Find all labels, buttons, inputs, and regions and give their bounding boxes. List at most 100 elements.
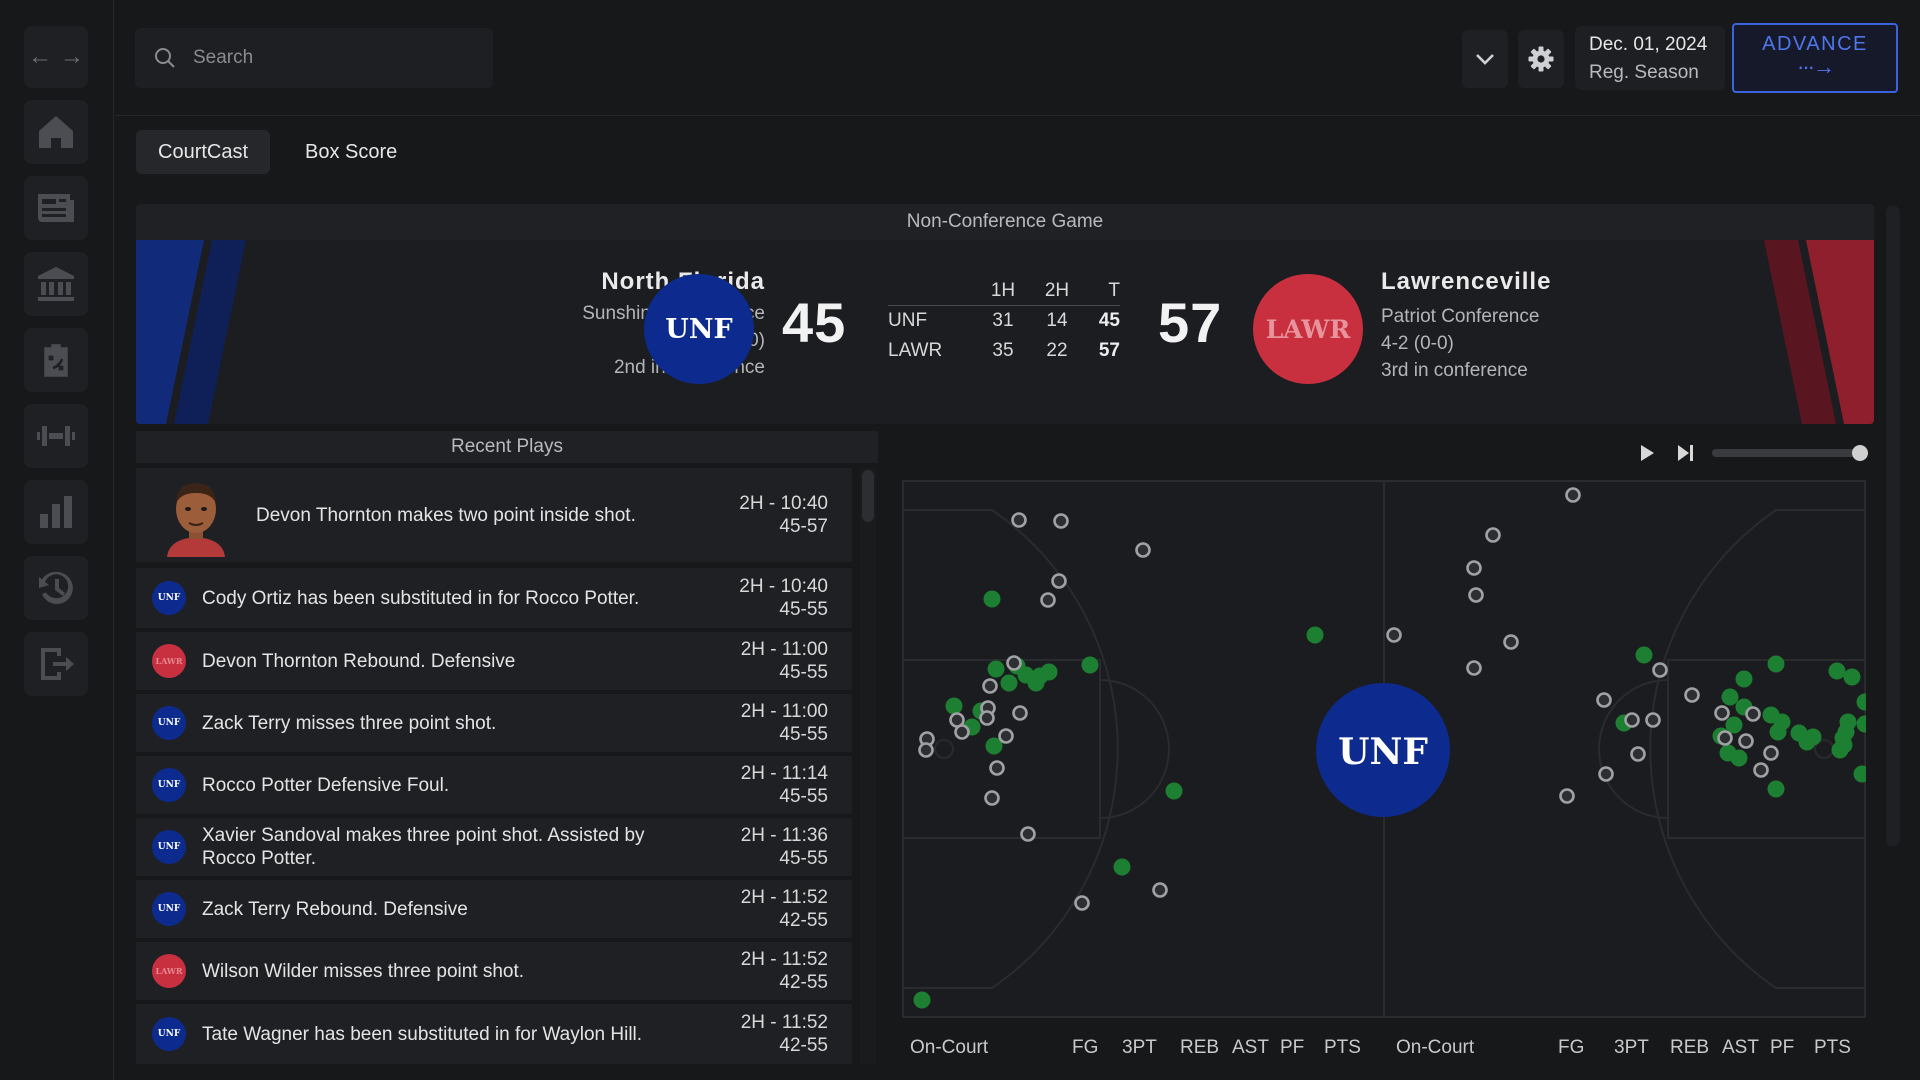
made-shot-marker[interactable] [1767, 780, 1785, 798]
made-shot-marker[interactable] [1165, 782, 1183, 800]
sidebar-playbook[interactable] [24, 328, 88, 392]
play-row[interactable]: Devon Thornton makes two point inside sh… [136, 468, 852, 562]
advance-button[interactable]: ADVANCE ···→ [1732, 23, 1898, 93]
made-shot-marker[interactable] [1839, 713, 1857, 731]
missed-shot-marker[interactable] [1011, 512, 1027, 528]
made-shot-marker[interactable] [1306, 626, 1324, 644]
missed-shot-marker[interactable] [979, 710, 995, 726]
play-row[interactable]: UNF Tate Wagner has been substituted in f… [136, 1004, 852, 1064]
missed-shot-marker[interactable] [1596, 692, 1612, 708]
made-shot-marker[interactable] [1828, 662, 1846, 680]
made-shot-marker[interactable] [1853, 765, 1867, 783]
search-box[interactable] [135, 28, 493, 88]
sidebar-history[interactable] [24, 556, 88, 620]
search-input[interactable] [193, 47, 453, 69]
made-shot-marker[interactable] [1767, 655, 1785, 673]
missed-shot-marker[interactable] [1738, 733, 1754, 749]
play-row[interactable]: UNF Zack Terry Rebound. Defensive 2H - 11:… [136, 880, 852, 938]
made-shot-marker[interactable] [1730, 749, 1748, 767]
playback-knob[interactable] [1852, 445, 1868, 461]
sidebar-training[interactable] [24, 404, 88, 468]
plays-scroll-thumb[interactable] [862, 470, 874, 522]
made-shot-marker[interactable] [1856, 715, 1867, 733]
tab-box-score[interactable]: Box Score [305, 140, 398, 163]
sidebar-home[interactable] [24, 100, 88, 164]
missed-shot-marker[interactable] [954, 724, 970, 740]
play-row[interactable]: LAWR Devon Thornton Rebound. Defensive 2H … [136, 632, 852, 690]
missed-shot-marker[interactable] [1753, 762, 1769, 778]
missed-shot-marker[interactable] [918, 742, 934, 758]
missed-shot-marker[interactable] [1503, 634, 1519, 650]
playback-slider[interactable] [1712, 445, 1868, 461]
tab-courtcast[interactable]: CourtCast [136, 130, 271, 174]
sidebar-news[interactable] [24, 176, 88, 240]
made-shot-marker[interactable] [1769, 723, 1787, 741]
play-row[interactable]: UNF Zack Terry misses three point shot. 2H… [136, 694, 852, 752]
play-row[interactable]: LAWR Wilson Wilder misses three point sho… [136, 942, 852, 1000]
dropdown-button[interactable] [1462, 30, 1508, 88]
missed-shot-marker[interactable] [1468, 587, 1484, 603]
missed-shot-marker[interactable] [1051, 573, 1067, 589]
made-shot-marker[interactable] [1635, 646, 1653, 664]
missed-shot-marker[interactable] [1763, 745, 1779, 761]
made-shot-marker[interactable] [913, 991, 931, 1009]
missed-shot-marker[interactable] [1684, 687, 1700, 703]
sidebar-stats[interactable] [24, 480, 88, 544]
made-shot-marker[interactable] [945, 697, 963, 715]
missed-shot-marker[interactable] [1645, 712, 1661, 728]
skip-end-icon[interactable] [1674, 440, 1698, 466]
missed-shot-marker[interactable] [1053, 513, 1069, 529]
missed-shot-marker[interactable] [1565, 487, 1581, 503]
missed-shot-marker[interactable] [1135, 542, 1151, 558]
away-team-logo[interactable]: LAWR [1253, 274, 1363, 384]
made-shot-marker[interactable] [1856, 693, 1867, 711]
missed-shot-marker[interactable] [1040, 592, 1056, 608]
missed-shot-marker[interactable] [1466, 560, 1482, 576]
away-team-name[interactable]: Lawrenceville [1381, 268, 1552, 295]
made-shot-marker[interactable] [987, 660, 1005, 678]
page-scrollbar[interactable] [1886, 206, 1900, 846]
missed-shot-marker[interactable] [1006, 655, 1022, 671]
missed-shot-marker[interactable] [989, 760, 1005, 776]
missed-shot-marker[interactable] [1717, 730, 1733, 746]
made-shot-marker[interactable] [1835, 736, 1853, 754]
missed-shot-marker[interactable] [1598, 766, 1614, 782]
home-team-logo[interactable]: UNF [644, 274, 754, 384]
made-shot-marker[interactable] [1735, 670, 1753, 688]
missed-shot-marker[interactable] [1652, 662, 1668, 678]
made-shot-marker[interactable] [983, 590, 1001, 608]
made-shot-marker[interactable] [1000, 674, 1018, 692]
made-shot-marker[interactable] [1843, 668, 1861, 686]
missed-shot-marker[interactable] [1559, 788, 1575, 804]
made-shot-marker[interactable] [1113, 858, 1131, 876]
forward-arrow-icon[interactable]: → [60, 43, 84, 70]
made-shot-marker[interactable] [1721, 688, 1739, 706]
play-row[interactable]: UNF Xavier Sandoval makes three point sho… [136, 818, 852, 876]
sidebar-institution[interactable] [24, 252, 88, 316]
made-shot-marker[interactable] [985, 737, 1003, 755]
play-row[interactable]: UNF Rocco Potter Defensive Foul. 2H - 11:1… [136, 756, 852, 814]
missed-shot-marker[interactable] [1386, 627, 1402, 643]
missed-shot-marker[interactable] [1745, 706, 1761, 722]
play-icon[interactable] [1636, 440, 1658, 466]
sidebar-exit[interactable] [24, 632, 88, 696]
missed-shot-marker[interactable] [982, 678, 998, 694]
missed-shot-marker[interactable] [1624, 712, 1640, 728]
missed-shot-marker[interactable] [1152, 882, 1168, 898]
made-shot-marker[interactable] [1725, 716, 1743, 734]
back-arrow-icon[interactable]: ← [28, 43, 52, 70]
missed-shot-marker[interactable] [1012, 705, 1028, 721]
missed-shot-marker[interactable] [1020, 826, 1036, 842]
missed-shot-marker[interactable] [1714, 705, 1730, 721]
plays-scrollbar[interactable] [860, 468, 876, 1064]
play-row[interactable]: UNF Cody Ortiz has been substituted in fo… [136, 568, 852, 628]
settings-button[interactable] [1518, 30, 1564, 88]
missed-shot-marker[interactable] [1630, 746, 1646, 762]
missed-shot-marker[interactable] [1485, 527, 1501, 543]
made-shot-marker[interactable] [1798, 733, 1816, 751]
missed-shot-marker[interactable] [1074, 895, 1090, 911]
missed-shot-marker[interactable] [984, 790, 1000, 806]
missed-shot-marker[interactable] [1466, 660, 1482, 676]
missed-shot-marker[interactable] [998, 728, 1014, 744]
made-shot-marker[interactable] [1031, 667, 1049, 685]
